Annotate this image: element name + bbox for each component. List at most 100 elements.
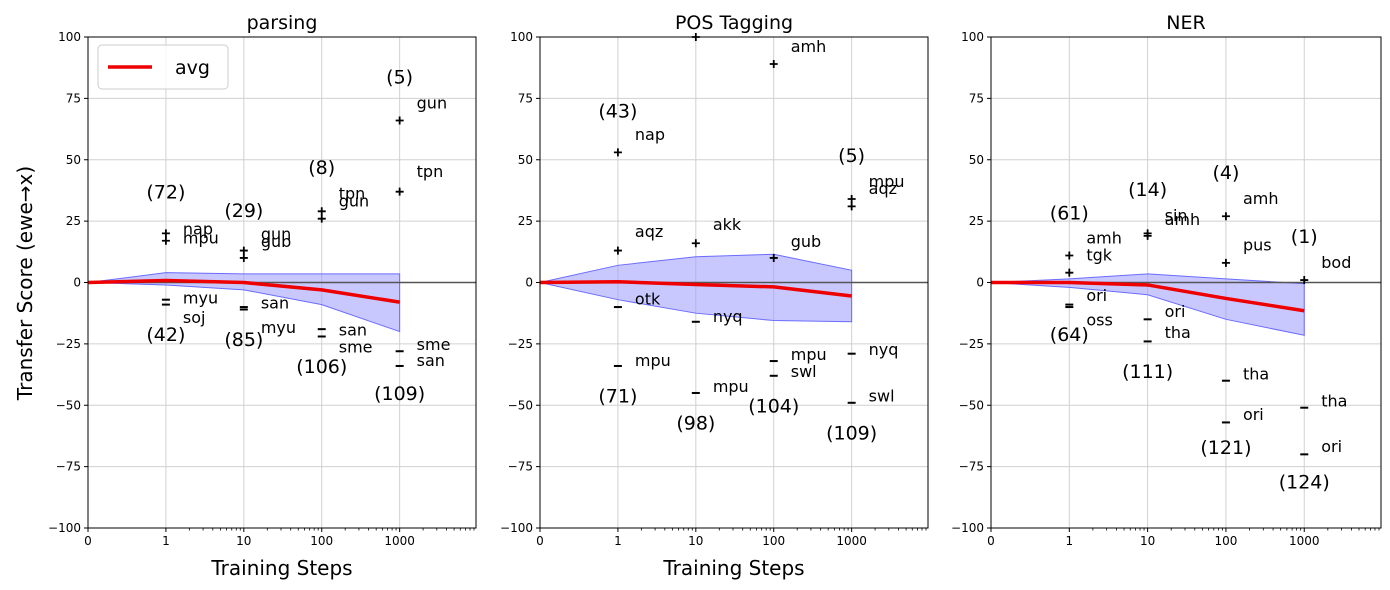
point-plus: [769, 60, 778, 69]
count-label: (61): [1050, 203, 1089, 225]
count-label: (104): [748, 395, 799, 417]
y-tick-label: −100: [500, 521, 533, 535]
y-tick-label: −25: [56, 337, 81, 351]
count-label: (85): [224, 329, 263, 351]
language-label: nyq: [713, 307, 743, 326]
x-tick-label: 100: [310, 534, 333, 548]
count-label: (109): [374, 383, 425, 405]
confidence-band: [539, 253, 853, 323]
point-plus: [1300, 276, 1309, 285]
legend: avg: [97, 44, 229, 90]
language-label: amh: [791, 37, 827, 56]
y-tick-label: 0: [73, 276, 81, 290]
y-ticks: 100 75 50 25 0 −25 −50 −75 −100: [48, 30, 88, 535]
y-tick-label: 50: [969, 153, 984, 167]
point-plus: [239, 253, 248, 262]
count-label: (5): [838, 145, 865, 167]
count-labels: (43) (71) (98) (104) (5) (109): [598, 101, 877, 445]
language-label: akk: [713, 215, 742, 234]
y-tick-label: −75: [56, 460, 81, 474]
language-label: amh: [1165, 210, 1201, 229]
x-tick-label: 100: [1214, 534, 1237, 548]
language-label: bod: [1321, 253, 1351, 272]
y-tick-label: −100: [951, 521, 984, 535]
markers: [613, 33, 856, 404]
point-plus: [769, 253, 778, 262]
x-tick-label: 10: [688, 534, 703, 548]
count-label: (111): [1122, 361, 1173, 383]
language-label: ori: [1086, 286, 1107, 305]
point-plus: [1065, 268, 1074, 277]
language-label: tha: [1165, 323, 1191, 342]
y-tick-label: 75: [518, 91, 533, 105]
language-label: nap: [183, 220, 213, 239]
language-label: ori: [1321, 437, 1342, 456]
language-label: sin: [1165, 206, 1188, 225]
count-label: (71): [598, 385, 637, 407]
y-ticks: 100 75 50 25 0 −25 −50 −75 −100: [951, 30, 991, 535]
x-ticks: 0 1 10 100 1000: [536, 528, 927, 548]
count-label: (5): [386, 66, 413, 88]
count-label: (14): [1128, 179, 1167, 201]
y-tick-label: 50: [518, 153, 533, 167]
language-label: sme: [417, 335, 451, 354]
y-tick-label: −50: [959, 398, 984, 412]
count-label: (124): [1279, 471, 1330, 493]
language-label: gub: [261, 232, 291, 251]
language-label: amh: [1086, 228, 1122, 247]
language-label: mpu: [635, 351, 671, 370]
y-tick-label: 75: [66, 91, 81, 105]
panel-title: parsing: [247, 12, 318, 34]
language-label: tha: [1321, 392, 1347, 411]
point-plus: [395, 187, 404, 196]
language-label: nap: [635, 125, 665, 144]
markers: [1065, 212, 1309, 456]
point-plus: [1221, 258, 1230, 267]
x-axis-label: Training Steps: [662, 556, 804, 580]
y-axis-label: Transfer Score (ewe→x): [13, 166, 37, 401]
language-label: san: [339, 320, 367, 339]
panels: napmpumyusojgungubsanmyutpngunsansmegunt…: [48, 12, 1382, 580]
confidence-band: [87, 272, 401, 333]
point-plus: [847, 195, 856, 204]
language-label: amh: [1243, 189, 1279, 208]
point-plus: [847, 202, 856, 211]
count-label: (98): [676, 412, 715, 434]
language-label: ori: [1243, 405, 1264, 424]
y-tick-label: −50: [56, 398, 81, 412]
count-label: (1): [1291, 226, 1318, 248]
point-plus: [161, 236, 170, 245]
y-tick-label: 100: [510, 30, 533, 44]
x-axis-label: Training Steps: [210, 556, 352, 580]
language-labels: napaqzotkmpuakknyqmpuamhgubmpuswlmpuaqzn…: [635, 37, 905, 406]
x-tick-label: 1: [1065, 534, 1073, 548]
language-label: gun: [339, 191, 369, 210]
y-tick-label: 0: [525, 276, 533, 290]
x-tick-label: 100: [762, 534, 785, 548]
y-tick-label: −50: [508, 398, 533, 412]
language-label: san: [261, 293, 289, 312]
y-tick-label: −25: [508, 337, 533, 351]
language-label: tha: [1243, 365, 1269, 384]
language-labels: amhtgkoriosssinamhorithaamhpusthaoribodt…: [1086, 189, 1351, 456]
x-tick-label: 0: [987, 534, 995, 548]
language-label: otk: [635, 290, 661, 309]
point-plus: [613, 148, 622, 157]
y-tick-label: 25: [969, 214, 984, 228]
x-tick-label: 1000: [1289, 534, 1320, 548]
y-tick-label: 75: [969, 91, 984, 105]
language-label: myu: [183, 288, 218, 307]
y-ticks: 100 75 50 25 0 −25 −50 −75 −100: [500, 30, 540, 535]
count-labels: (61) (64) (14) (111) (4) (121) (1) (124): [1050, 162, 1330, 493]
x-tick-label: 10: [1140, 534, 1155, 548]
language-label: gun: [261, 225, 291, 244]
x-tick-label: 1000: [384, 534, 415, 548]
legend-box: [97, 44, 229, 90]
language-label: aqz: [635, 222, 663, 241]
y-tick-label: −25: [959, 337, 984, 351]
legend-label: avg: [175, 57, 210, 79]
language-label: mpu: [713, 377, 749, 396]
panel-0: napmpumyusojgungubsanmyutpngunsansmegunt…: [48, 12, 477, 580]
count-label: (29): [224, 200, 263, 222]
language-label: mpu: [791, 345, 827, 364]
